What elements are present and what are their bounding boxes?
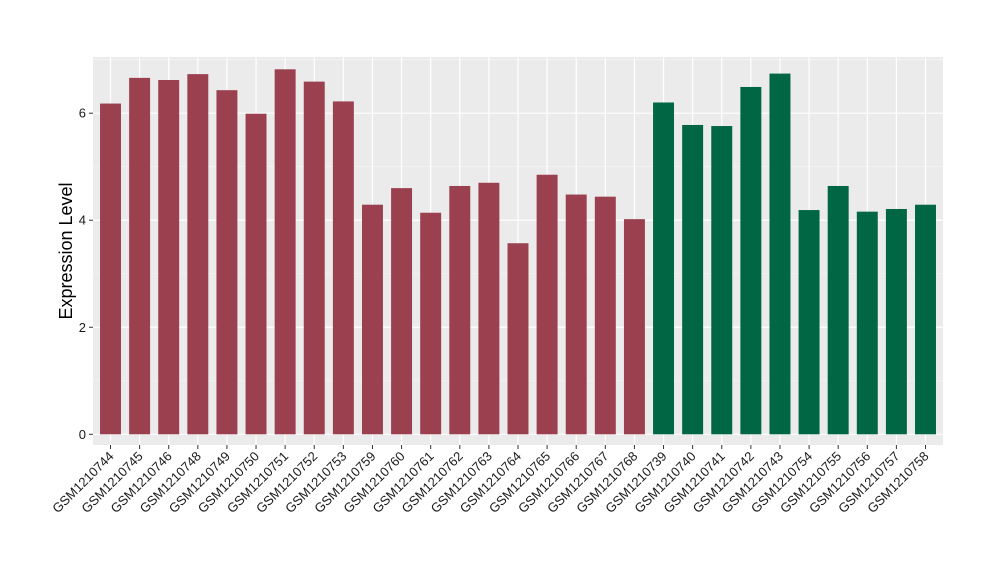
y-axis: 0 2 4 6 (79, 106, 93, 442)
bar (682, 124, 704, 435)
bar (216, 90, 238, 435)
y-axis-title: Expression Level (56, 182, 76, 319)
bar (653, 102, 675, 435)
bar (827, 185, 849, 435)
bar (769, 73, 791, 435)
bar (129, 77, 151, 435)
bar (536, 174, 558, 435)
bar (798, 210, 820, 435)
bar (565, 194, 587, 435)
y-tick-label: 0 (79, 427, 86, 442)
bar (915, 204, 936, 435)
bars-group (100, 69, 936, 435)
bar (420, 212, 442, 435)
bar (507, 243, 529, 435)
bar (711, 126, 733, 435)
bar (361, 204, 383, 435)
bar (332, 101, 354, 435)
bar (885, 208, 907, 435)
bar (158, 80, 180, 435)
bar (449, 185, 471, 435)
bar (856, 211, 878, 435)
y-tick-label: 6 (79, 106, 86, 121)
bar (478, 182, 500, 435)
bar (274, 69, 296, 435)
bar (187, 74, 209, 435)
bar (245, 113, 267, 435)
x-axis: GSM1210744GSM1210745GSM1210746GSM1210748… (49, 445, 932, 516)
bar (100, 103, 121, 435)
y-tick-label: 4 (79, 213, 86, 228)
y-tick-label: 2 (79, 320, 86, 335)
bar (391, 188, 413, 435)
bar (623, 219, 645, 435)
bar (303, 81, 325, 435)
bar (740, 86, 762, 435)
bar (594, 196, 616, 435)
